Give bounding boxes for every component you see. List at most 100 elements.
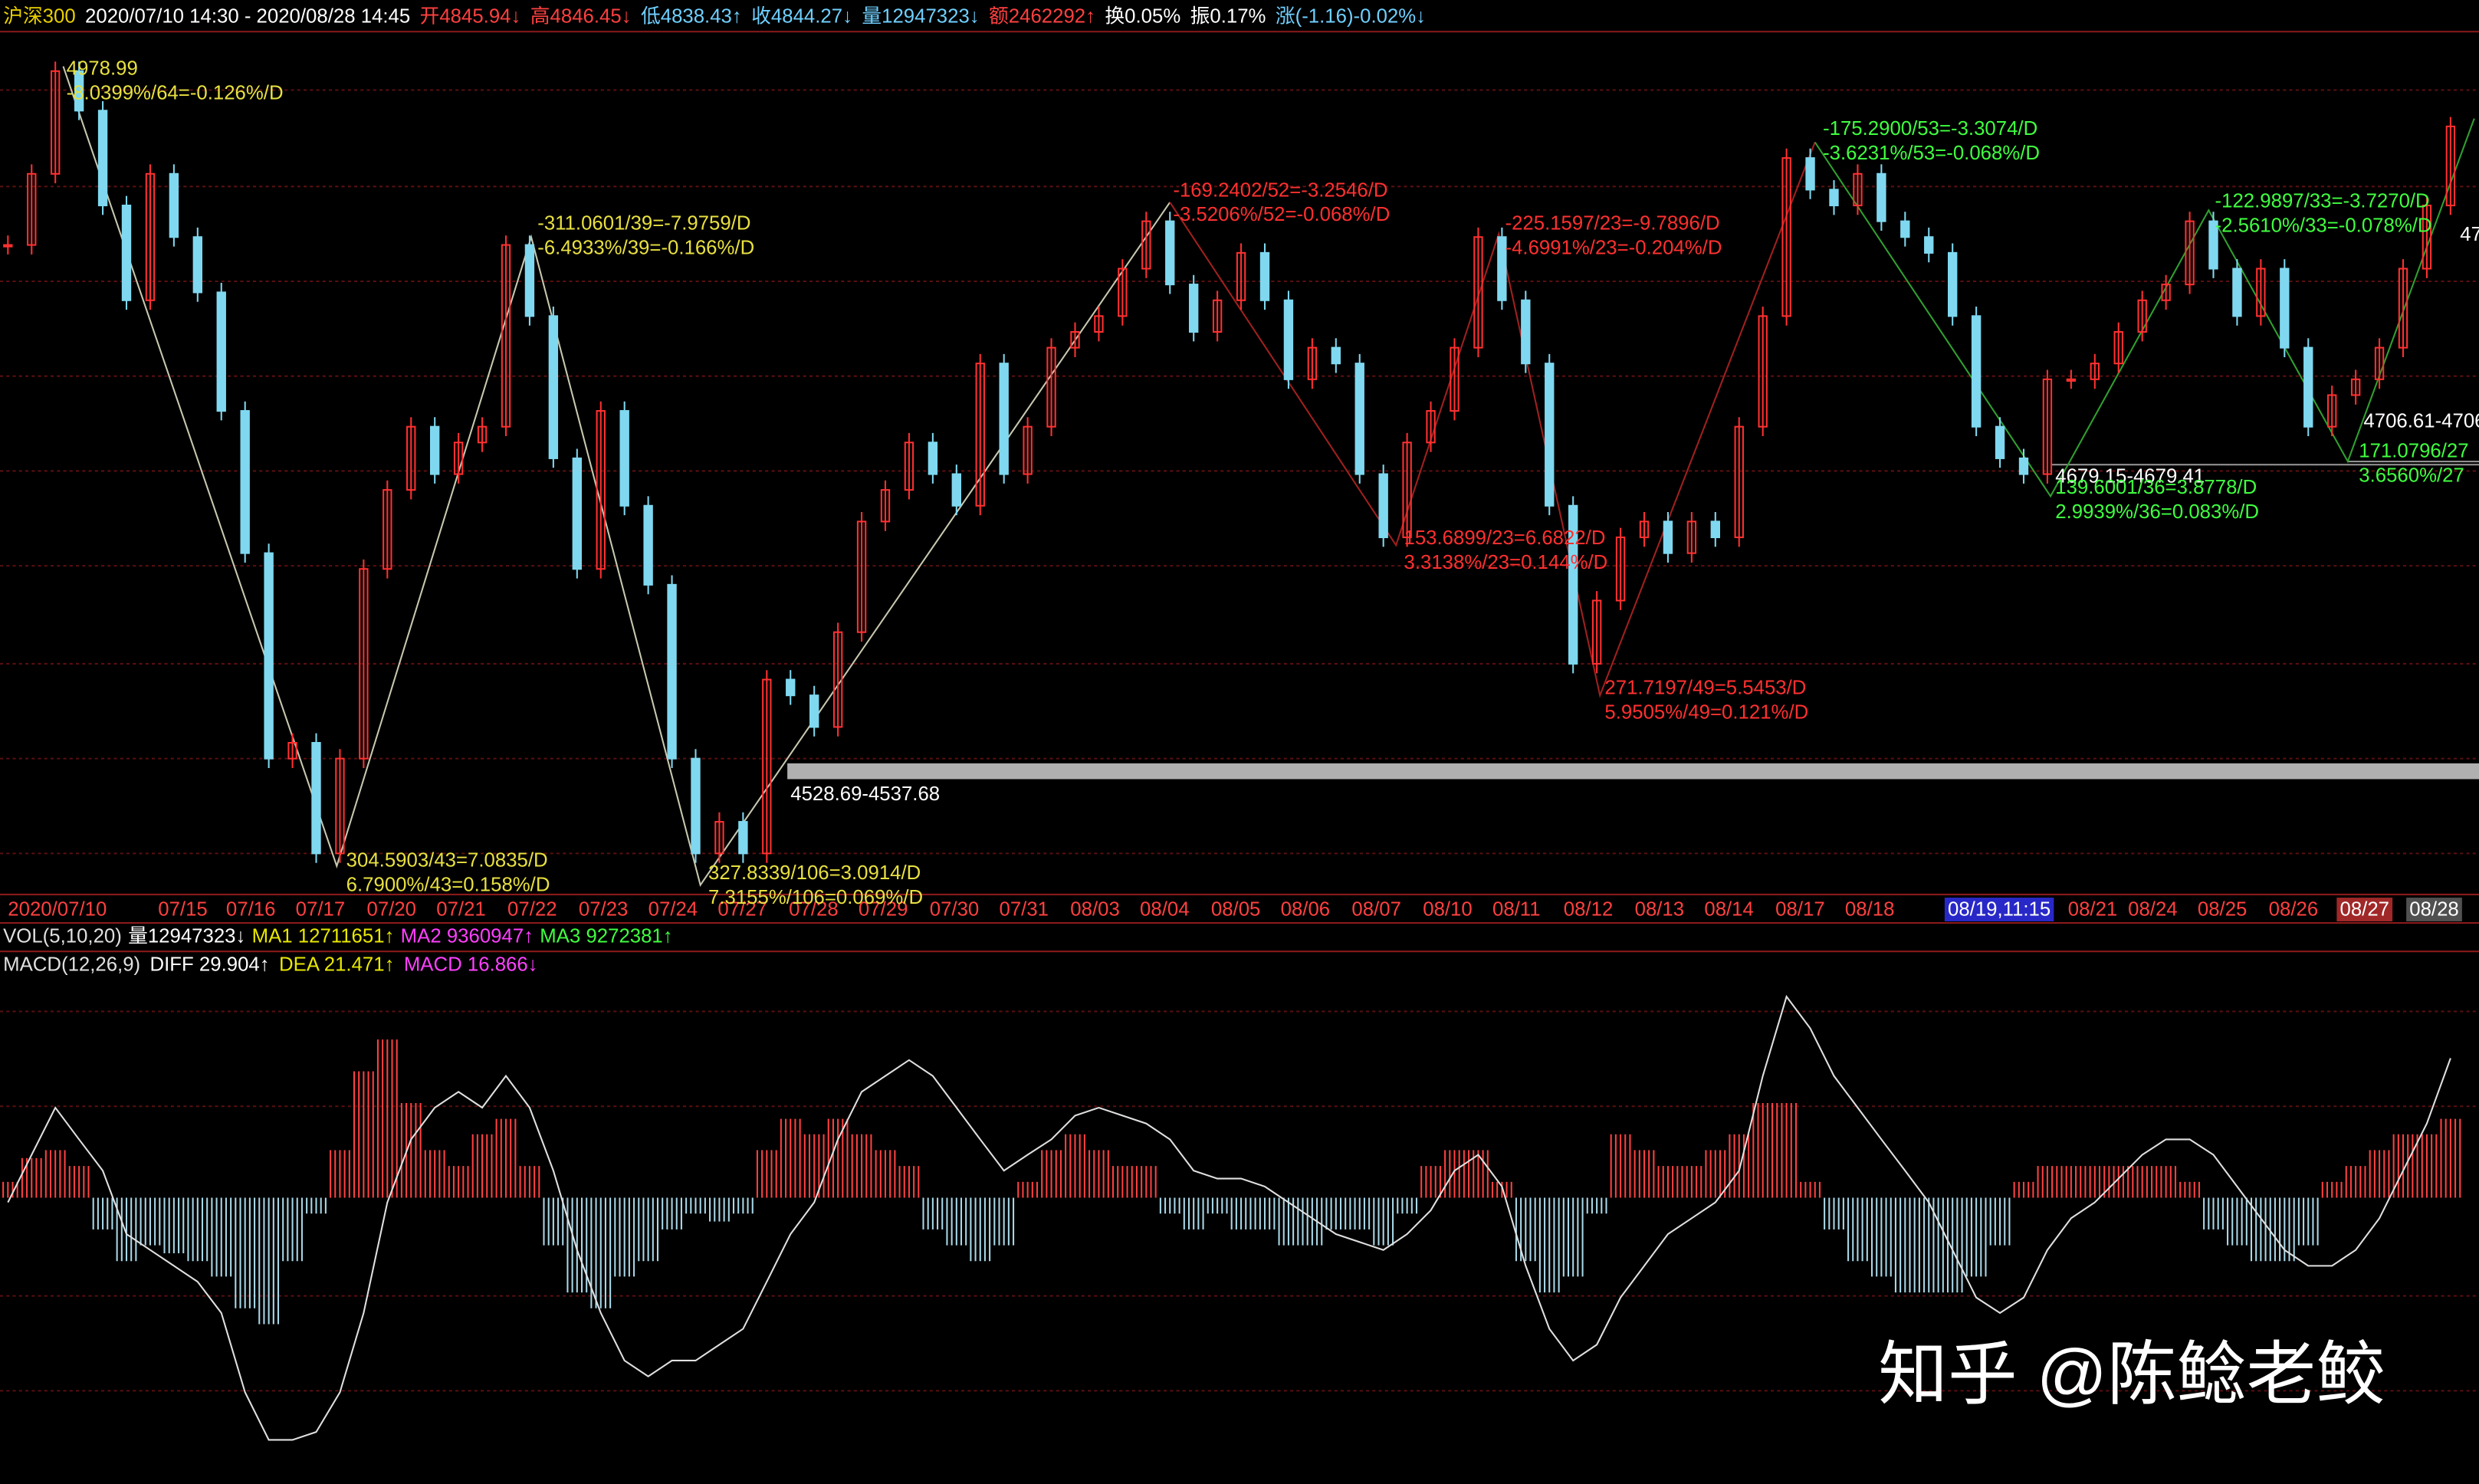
x-tick-label: 08/24 [2128, 898, 2177, 920]
legend-text: 换0.05% [1105, 5, 1180, 27]
annotation: 4528.69-4537.68 [790, 783, 940, 805]
candle-body [2090, 363, 2100, 380]
candle-body [2185, 220, 2195, 286]
annotation: 4679.15-4679.41 [2055, 465, 2205, 487]
x-tick-label: 08/21 [2068, 898, 2117, 920]
annotation: 47 [2460, 224, 2479, 245]
x-tick-label: 07/27 [717, 898, 767, 920]
legend-text: 量12947323↓ [128, 925, 245, 947]
candle-body [2066, 378, 2077, 382]
candle-body [762, 678, 772, 855]
candle-body [1331, 346, 1341, 365]
candle-body [2350, 378, 2361, 396]
legend-text: MACD 16.866↓ [404, 954, 538, 976]
candle-body [1094, 315, 1104, 333]
x-tick-label: 2020/07/10 [8, 898, 107, 920]
annotation: 7.3155%/106=0.069%/D [708, 887, 923, 908]
candle-body [1046, 346, 1056, 428]
candle-body [1426, 410, 1436, 444]
x-tick-label: 07/15 [158, 898, 207, 920]
x-tick-label: 07/22 [507, 898, 557, 920]
annotation: 5.9505%/49=0.121%/D [1604, 702, 1808, 724]
labels: 沪深300 2020/07/10 14:30 - 2020/08/28 14:45… [3, 5, 2479, 975]
candle-body [1734, 425, 1744, 539]
candle-body [1924, 236, 1934, 254]
candle-body [2303, 346, 2313, 428]
legend-text: 收4844.27↓ [751, 5, 852, 27]
candle-body [2018, 457, 2029, 475]
candle-body [832, 631, 843, 728]
annotation: 4978.99 [67, 58, 138, 80]
candle-body [2374, 346, 2385, 380]
annotation: 327.8339/106=3.0914/D [708, 862, 921, 884]
candle-body [1971, 315, 1982, 428]
candle-body [951, 473, 961, 507]
legend-text: DIFF 29.904↑ [150, 954, 270, 976]
legend-text: 2020/07/10 14:30 - 2020/08/28 14:45 [85, 5, 410, 27]
annotation: 139.6001/36=3.8778/D [2055, 477, 2257, 498]
candle-body [1189, 284, 1199, 333]
candle-body [1402, 442, 1412, 539]
candle-body [477, 425, 488, 444]
candle-body [691, 757, 701, 855]
candle-body [2280, 268, 2290, 349]
annotation: -4.6991%/23=-0.204%/D [1505, 238, 1722, 259]
candle-body [928, 442, 938, 475]
candle-body [2137, 299, 2147, 333]
candle-body [572, 457, 582, 570]
x-tick-label: 08/12 [1564, 898, 1613, 920]
candle-body [1165, 220, 1175, 286]
legend-text: 高4846.45↓ [530, 5, 632, 27]
annotation: -8.0399%/64=-0.126%/D [67, 82, 284, 103]
annotation: 153.6899/23=6.6822/D [1404, 527, 1606, 549]
annotation: -122.9897/33=-3.7270/D [2215, 191, 2430, 212]
candle-body [27, 172, 37, 246]
x-tick-label: 07/17 [296, 898, 345, 920]
candle-body [2422, 204, 2432, 270]
x-label-highlight [2336, 898, 2393, 922]
legend-text: MA1 12711651↑ [252, 925, 395, 947]
candle-body [596, 410, 606, 570]
candle-body [548, 315, 559, 459]
x-tick-label: 07/30 [930, 898, 979, 920]
candle-body [1307, 346, 1318, 380]
x-tick-label: 08/17 [1775, 898, 1824, 920]
candle-body [287, 742, 297, 760]
candle-body [1710, 520, 1720, 539]
x-tick-label: 08/27 [2340, 898, 2389, 920]
x-tick-label: 08/19,11:15 [1948, 898, 2051, 920]
candle-body [1118, 268, 1128, 317]
candle-body [74, 70, 84, 112]
x-tick-label: 07/16 [226, 898, 275, 920]
candle-body [2327, 394, 2337, 428]
annotation: -225.1597/23=-9.7896/D [1505, 213, 1720, 235]
x-tick-label: 07/29 [859, 898, 908, 920]
annotation: -3.6231%/53=-0.068%/D [1823, 143, 2040, 164]
annotation: -169.2402/52=-3.2546/D [1173, 179, 1387, 201]
support-band [787, 763, 2479, 780]
candle-body [2232, 268, 2242, 317]
x-tick-label: 07/31 [1000, 898, 1049, 920]
annotation: -311.0601/39=-7.9759/D [537, 213, 750, 235]
candle-body [1259, 251, 1270, 301]
candle-body [880, 489, 891, 523]
candle-body [335, 757, 345, 855]
candle-body [145, 172, 156, 301]
candle-body [359, 568, 369, 760]
legend-text: 开4845.94↓ [420, 5, 521, 27]
candle-body [738, 821, 748, 855]
annotation: 171.0796/27 [2359, 440, 2468, 461]
candle-body [216, 291, 226, 412]
x-tick-label: 08/26 [2269, 898, 2318, 920]
candle-body [2208, 220, 2218, 270]
candle-body [1473, 236, 1483, 349]
candle-body [453, 442, 464, 475]
annotation: 271.7197/49=5.5453/D [1604, 678, 1806, 699]
candle-body [121, 204, 132, 301]
candle-body [1639, 520, 1650, 539]
candle-body [667, 583, 677, 760]
x-tick-label: 08/28 [2409, 898, 2458, 920]
candle-body [383, 489, 392, 570]
